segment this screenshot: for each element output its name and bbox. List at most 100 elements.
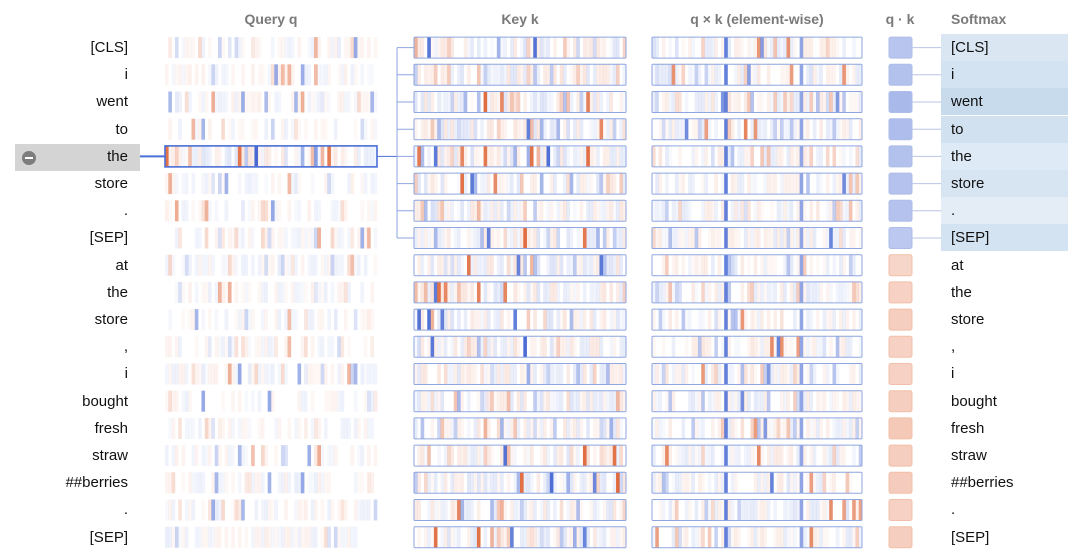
product-vector — [651, 91, 863, 113]
dot-product-cell — [888, 118, 913, 141]
dot-product-cell — [888, 526, 913, 549]
key-vector — [413, 172, 627, 195]
product-vector — [651, 172, 863, 195]
query-vector — [165, 363, 378, 385]
query-vector — [165, 64, 374, 86]
softmax-token: fresh — [951, 419, 985, 437]
softmax-token: went — [941, 88, 1068, 116]
softmax-token: . — [941, 197, 1068, 225]
dot-product-cell — [888, 390, 913, 413]
query-vector — [165, 499, 378, 521]
softmax-token: store — [941, 170, 1068, 197]
product-header: q × k (element-wise) — [690, 11, 824, 27]
dot-product-cell — [888, 63, 913, 86]
key-header: Key k — [501, 11, 539, 27]
softmax-token: [SEP] — [941, 224, 1068, 252]
query-vector — [168, 417, 374, 439]
query-token[interactable]: i — [124, 365, 128, 383]
key-vector — [413, 63, 627, 86]
query-token[interactable]: , — [123, 338, 128, 356]
query-vector — [165, 445, 378, 467]
softmax-token: to — [941, 115, 1068, 143]
product-vector — [651, 145, 863, 168]
product-vector — [651, 254, 863, 277]
query-token[interactable]: at — [115, 256, 128, 274]
query-token[interactable]: store — [94, 175, 128, 192]
query-token[interactable]: . — [123, 501, 128, 519]
product-vector — [651, 281, 863, 304]
dot-product-cell — [888, 444, 913, 467]
query-token[interactable]: [CLS] — [90, 39, 128, 56]
product-vector — [651, 526, 863, 549]
key-vector — [413, 444, 627, 467]
product-vector — [651, 308, 863, 331]
softmax-token: [CLS] — [941, 34, 1068, 61]
softmax-token: ##berries — [951, 474, 1014, 492]
query-token[interactable]: [SEP] — [89, 528, 128, 546]
query-vector — [168, 309, 374, 331]
key-vector — [413, 526, 627, 549]
query-token[interactable]: fresh — [94, 419, 128, 437]
key-vector — [413, 499, 627, 521]
dot-product-cell — [888, 281, 913, 304]
product-vector — [651, 227, 863, 249]
collapse-icon[interactable] — [22, 151, 36, 165]
softmax-token: i — [951, 365, 955, 383]
query-vector — [165, 173, 378, 195]
dot-product-cell — [888, 471, 913, 494]
product-vector — [651, 390, 863, 413]
dot-product-cell — [888, 36, 913, 59]
softmax-token: bought — [951, 392, 997, 410]
query-token[interactable]: the — [107, 147, 128, 165]
query-token[interactable]: to — [115, 120, 128, 138]
query-token[interactable]: [SEP] — [89, 229, 128, 247]
query-token[interactable]: . — [123, 202, 128, 220]
dot-product-cell — [888, 499, 913, 521]
query-token[interactable]: store — [94, 311, 128, 328]
product-vector — [651, 499, 863, 521]
softmax-token: i — [941, 61, 1068, 89]
product-vector — [651, 118, 863, 141]
query-vector — [165, 472, 374, 494]
query-token[interactable]: straw — [92, 447, 128, 464]
softmax-header: Softmax — [951, 11, 1007, 27]
key-vector — [413, 281, 627, 304]
key-vector — [413, 91, 627, 113]
query-token[interactable]: ##berries — [65, 474, 128, 492]
softmax-token: [SEP] — [951, 528, 990, 546]
product-vector — [651, 63, 863, 86]
dot-product-header: q · k — [885, 11, 915, 27]
query-vector — [164, 145, 378, 168]
query-vector — [174, 281, 374, 303]
product-vector — [651, 417, 863, 440]
key-vector — [413, 145, 627, 168]
softmax-token: at — [951, 256, 964, 274]
dot-product-cell — [888, 363, 913, 385]
product-vector — [651, 335, 863, 358]
query-vector — [165, 336, 374, 358]
key-vector — [413, 390, 627, 413]
query-vector — [168, 118, 378, 140]
product-vector — [651, 444, 863, 467]
query-vector — [174, 227, 378, 249]
dot-product-cell — [888, 308, 913, 331]
query-vector — [165, 390, 378, 412]
query-token[interactable]: bought — [82, 392, 128, 410]
key-vector — [413, 417, 627, 440]
key-vector — [413, 363, 627, 385]
dot-product-cell — [888, 91, 913, 113]
dot-product-cell — [888, 145, 913, 168]
query-token[interactable]: the — [107, 283, 128, 301]
softmax-token: store — [951, 311, 985, 328]
key-vector — [413, 36, 627, 59]
dot-product-cell — [888, 172, 913, 195]
product-vector — [651, 363, 863, 385]
product-vector — [651, 199, 863, 222]
query-token[interactable]: i — [124, 66, 128, 84]
query-token[interactable]: went — [96, 93, 128, 111]
query-vector — [165, 526, 358, 548]
dot-product-cell — [888, 335, 913, 358]
query-vector — [165, 254, 378, 276]
